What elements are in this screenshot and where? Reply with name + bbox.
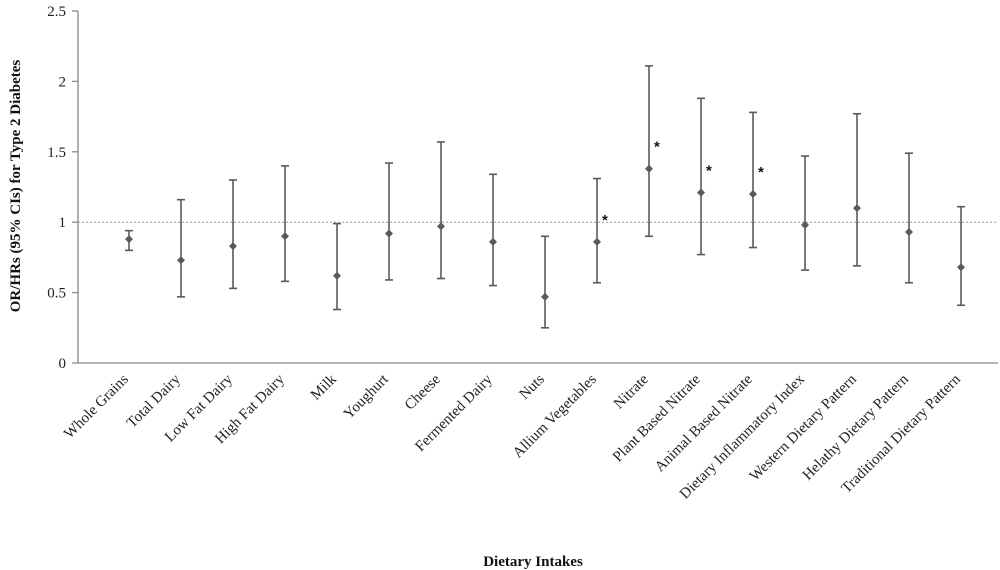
x-category-label: Cheese: [402, 371, 444, 413]
significance-marker: *: [706, 163, 712, 180]
y-axis: 0 0.5 1 1.5 2 2.5: [47, 4, 79, 372]
point-marker: [281, 232, 289, 241]
x-category-label: Plant Based Nitrate: [610, 371, 704, 465]
point-marker: [177, 256, 185, 265]
point-marker: [749, 190, 757, 199]
point-marker: [593, 237, 601, 246]
point-marker: [437, 222, 445, 231]
point-marker: [333, 271, 341, 280]
y-tick-label: 0.5: [47, 286, 66, 302]
y-axis-title: OR/HRs (95% CIs) for Type 2 Diabetes: [8, 60, 24, 313]
point-marker: [385, 229, 393, 238]
y-tick-label: 1.5: [47, 145, 66, 161]
point-marker: [645, 164, 653, 173]
point-marker: [853, 204, 861, 213]
x-category-label: Nitrate: [611, 371, 652, 412]
point-marker: [125, 235, 133, 244]
data-points: * * * *: [125, 65, 965, 329]
point-marker: [489, 237, 497, 246]
x-category-label: Whole Grains: [61, 371, 132, 442]
point-marker: [229, 242, 237, 251]
point-marker: [697, 188, 705, 197]
significance-marker: *: [654, 139, 660, 156]
x-category-label: Milk: [308, 371, 340, 403]
y-tick-label: 1: [59, 215, 67, 231]
significance-marker: *: [758, 164, 764, 181]
y-tick-label: 0: [59, 356, 67, 372]
y-tick-label: 2.5: [47, 4, 66, 20]
x-category-label: Nuts: [516, 371, 547, 402]
point-marker: [801, 221, 809, 230]
point-marker: [957, 263, 965, 272]
significance-marker: *: [602, 212, 608, 229]
x-axis-title: Dietary Intakes: [483, 554, 583, 570]
point-marker: [541, 292, 549, 301]
point-marker: [905, 228, 913, 237]
x-category-label: Animal Based Nitrate: [652, 371, 756, 475]
x-category-label: Youghurt: [341, 371, 392, 422]
y-tick-label: 2: [59, 74, 67, 90]
